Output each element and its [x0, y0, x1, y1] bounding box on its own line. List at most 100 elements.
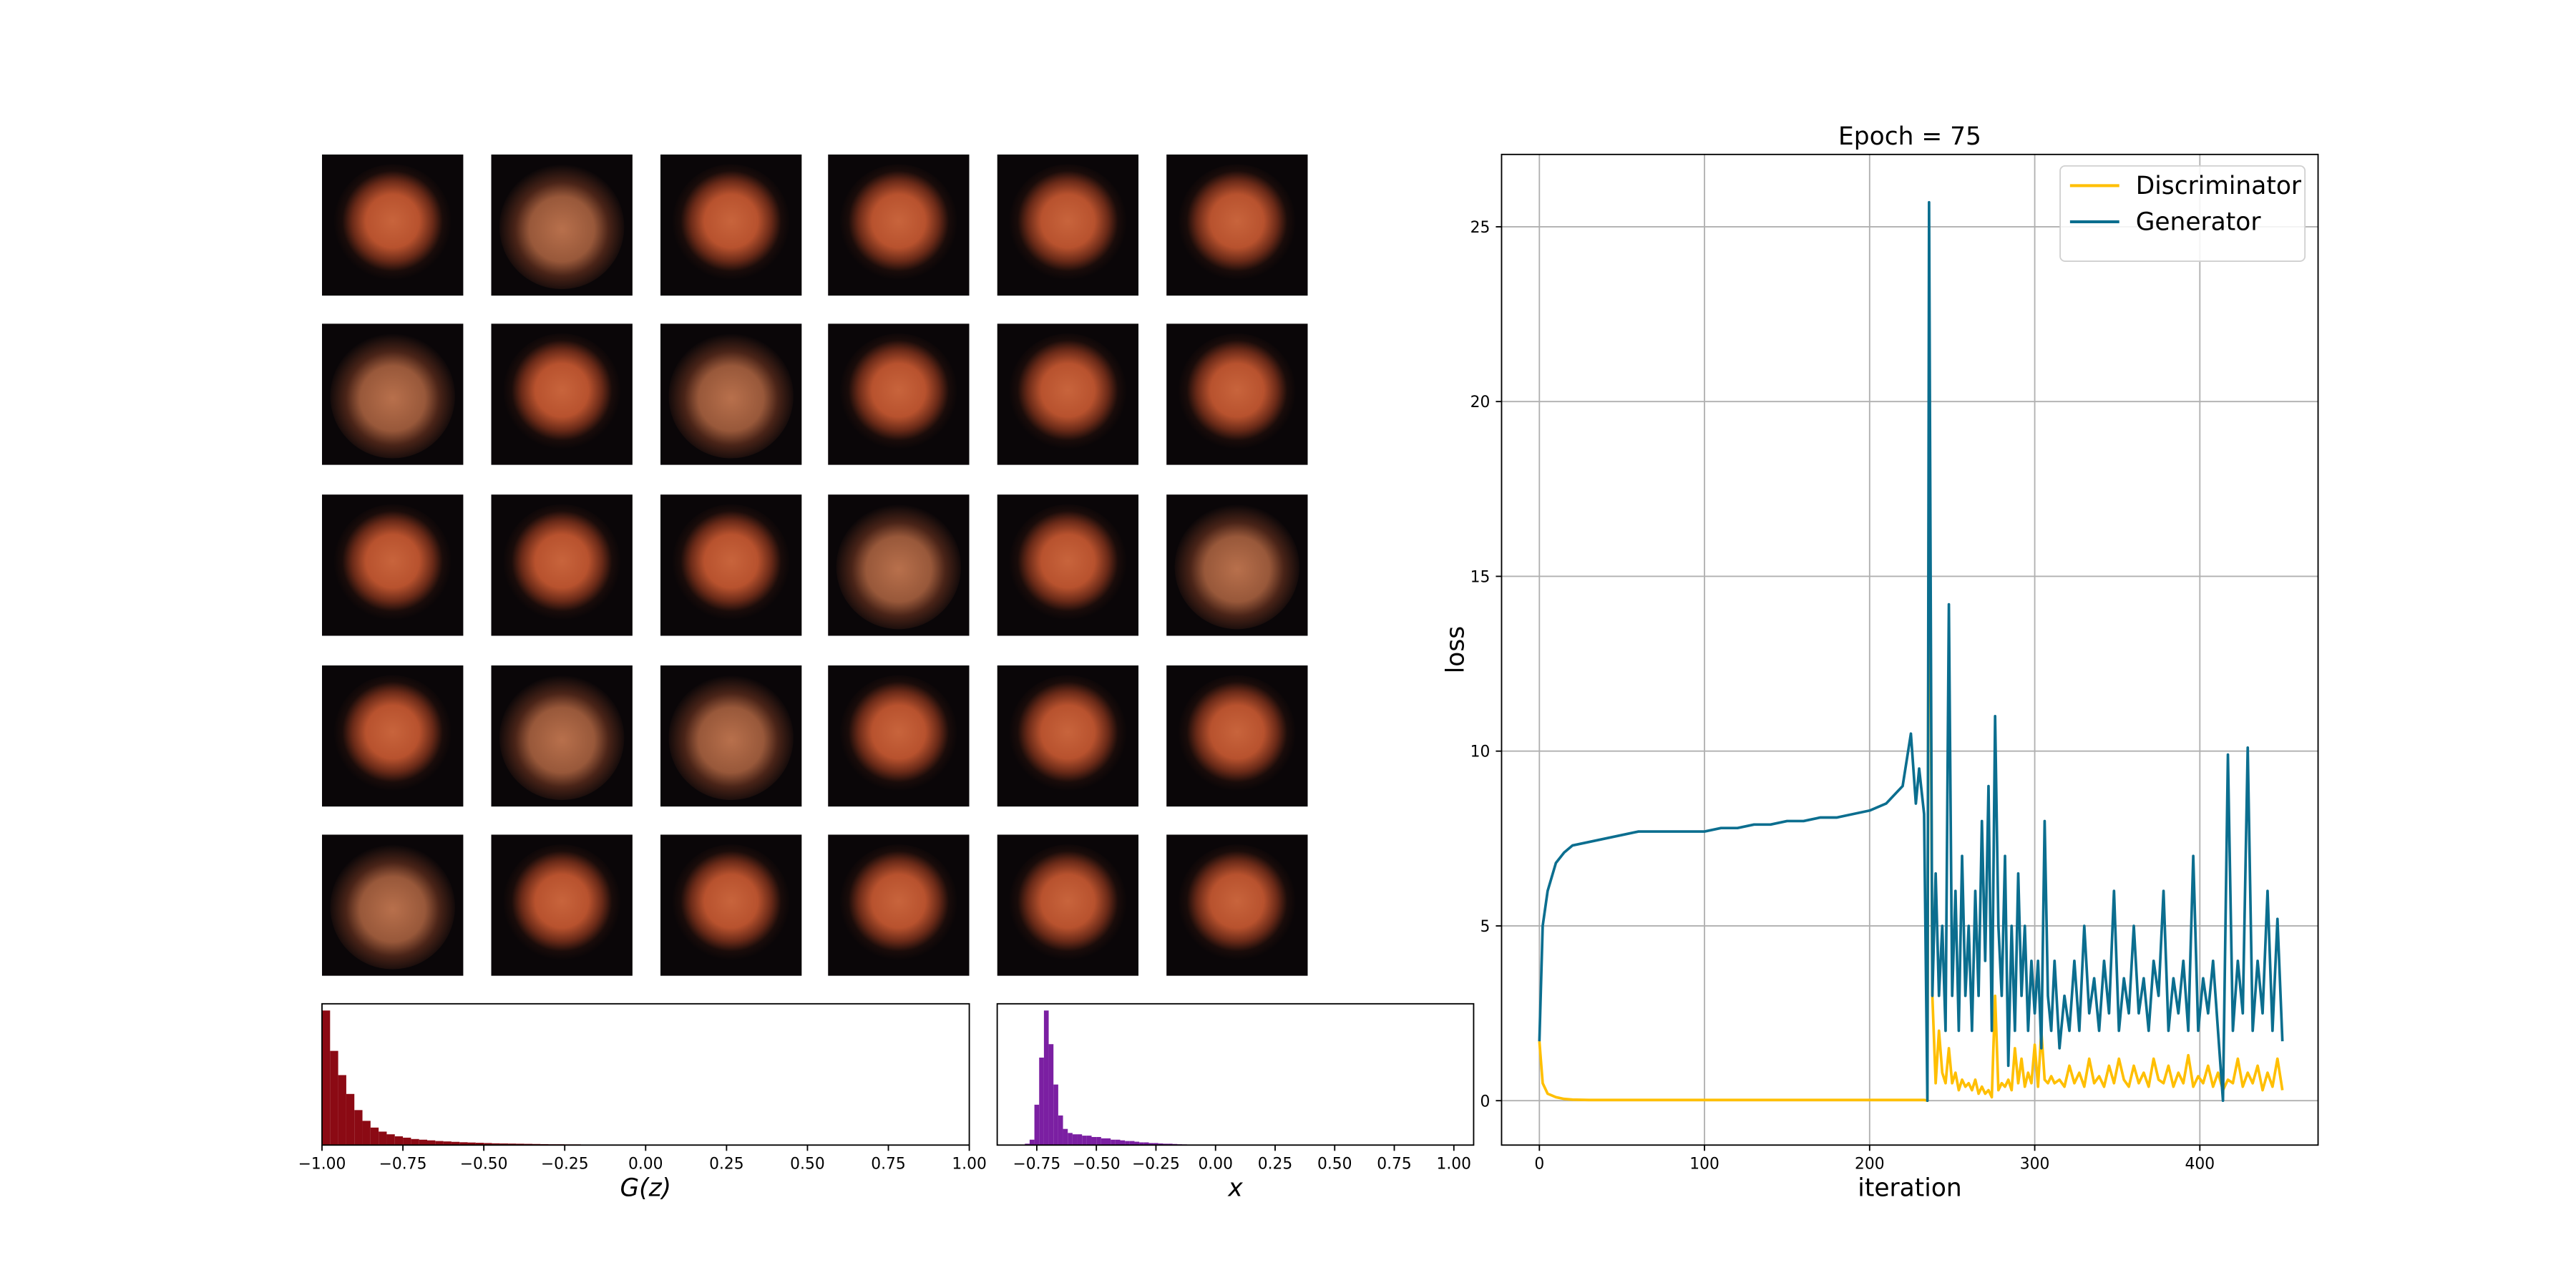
x-tick-label: 0.50	[790, 1156, 825, 1174]
sample-image	[1166, 323, 1308, 465]
histogram-bar	[1072, 1134, 1078, 1146]
x-tick-label: 1.00	[1437, 1156, 1472, 1174]
histogram-bar	[499, 1143, 509, 1146]
x-tick-label: 300	[2020, 1156, 2050, 1174]
histogram-bar	[1125, 1141, 1130, 1146]
sample-image	[322, 834, 464, 976]
sample-image	[660, 323, 802, 465]
x-tick-label: 0.00	[628, 1156, 663, 1174]
x-tick-label: −1.00	[298, 1156, 346, 1174]
histogram-bar	[1115, 1139, 1121, 1146]
y-tick-label: 20	[1470, 394, 1491, 411]
x-tick-label: 100	[1689, 1156, 1719, 1174]
x-tick-label: −0.50	[1073, 1156, 1121, 1174]
histogram-bar	[1025, 1143, 1030, 1146]
sample-image	[997, 494, 1139, 636]
x-tick-label: 0.00	[1198, 1156, 1233, 1174]
histogram-bar	[1163, 1143, 1169, 1146]
histogram-bar	[443, 1141, 452, 1146]
histogram-bar	[1063, 1128, 1068, 1146]
histogram-bar	[346, 1093, 355, 1146]
histogram-bar	[1058, 1115, 1063, 1146]
histogram-bar	[1053, 1084, 1058, 1146]
y-tick-label: 5	[1480, 918, 1491, 936]
sample-image	[660, 494, 802, 636]
x-axis-label: x	[1227, 1174, 1243, 1202]
histogram-bar	[1101, 1138, 1106, 1146]
histogram-bar	[1077, 1134, 1083, 1146]
sample-image	[322, 665, 464, 807]
histogram-bar	[467, 1142, 476, 1146]
sample-image	[1166, 154, 1308, 296]
histogram-bar	[1129, 1141, 1135, 1146]
histogram-bar	[1153, 1143, 1158, 1146]
x-tick-label: 200	[1855, 1156, 1885, 1174]
histogram-bar	[459, 1142, 468, 1146]
histogram-bar	[322, 1010, 331, 1146]
histogram-bar	[1096, 1136, 1101, 1146]
histogram-bar	[338, 1075, 346, 1146]
plot-area	[1538, 200, 2284, 1103]
sample-image	[660, 154, 802, 296]
sample-image	[997, 323, 1139, 465]
histogram-bar	[1039, 1058, 1044, 1146]
x-tick-label: −0.75	[1013, 1156, 1061, 1174]
x-axis-label: G(z)	[620, 1174, 671, 1202]
histogram-bar	[1111, 1139, 1116, 1146]
line-series	[1538, 330, 2284, 1103]
y-tick-label: 0	[1480, 1093, 1491, 1111]
x-tick-label: 0.25	[1258, 1156, 1293, 1174]
histogram-bar	[492, 1143, 500, 1146]
histogram-bar	[1148, 1143, 1154, 1146]
histogram-bar	[354, 1110, 363, 1146]
axes-frame	[996, 1002, 1475, 1146]
x-tick-label: 0.75	[1377, 1156, 1412, 1174]
sample-image	[322, 154, 464, 296]
x-tick-label: 0	[1534, 1156, 1544, 1174]
x-tick-label: −0.75	[379, 1156, 427, 1174]
y-tick-label: 10	[1470, 743, 1491, 761]
histogram-bar	[419, 1139, 427, 1146]
x-tick-label: −0.50	[460, 1156, 508, 1174]
histogram-bar	[362, 1121, 371, 1146]
histogram-bar	[403, 1137, 411, 1146]
histogram-bar	[1120, 1140, 1126, 1146]
histogram-bar	[1043, 1010, 1049, 1146]
y-tick-label: 25	[1470, 219, 1491, 237]
histogram-bar	[1082, 1136, 1087, 1146]
x-tick-label: −0.25	[541, 1156, 589, 1174]
histogram-bar	[451, 1141, 460, 1146]
histogram-bar	[386, 1134, 395, 1146]
sample-image	[322, 323, 464, 465]
histogram-bar	[330, 1050, 338, 1146]
legend-box	[2059, 165, 2306, 262]
sample-image	[1166, 834, 1308, 976]
histogram-bar	[1106, 1138, 1111, 1146]
sample-image	[997, 665, 1139, 807]
histogram-bar	[1168, 1143, 1173, 1146]
x-tick-label: 0.75	[871, 1156, 906, 1174]
sample-image	[828, 834, 970, 976]
x-tick-label: 400	[2185, 1156, 2215, 1174]
sample-image	[491, 665, 633, 807]
sample-image	[322, 494, 464, 636]
sample-image	[997, 834, 1139, 976]
axes-frame	[1501, 153, 2319, 1146]
histogram-bar	[1158, 1143, 1163, 1146]
sample-image	[828, 323, 970, 465]
histogram-bar	[379, 1131, 387, 1146]
sample-image	[491, 323, 633, 465]
histogram-bar	[1086, 1136, 1092, 1146]
histogram-bar	[426, 1140, 436, 1146]
legend-label: Discriminator	[2136, 172, 2302, 200]
sample-image	[491, 494, 633, 636]
x-tick-label: 0.25	[709, 1156, 744, 1174]
histogram-bar	[1029, 1139, 1035, 1146]
histogram-bar	[1034, 1104, 1040, 1146]
histogram-bar	[435, 1141, 444, 1146]
line-series	[1538, 200, 2284, 1103]
histogram-bar	[1068, 1133, 1073, 1146]
y-axis-label: loss	[1442, 626, 1470, 673]
